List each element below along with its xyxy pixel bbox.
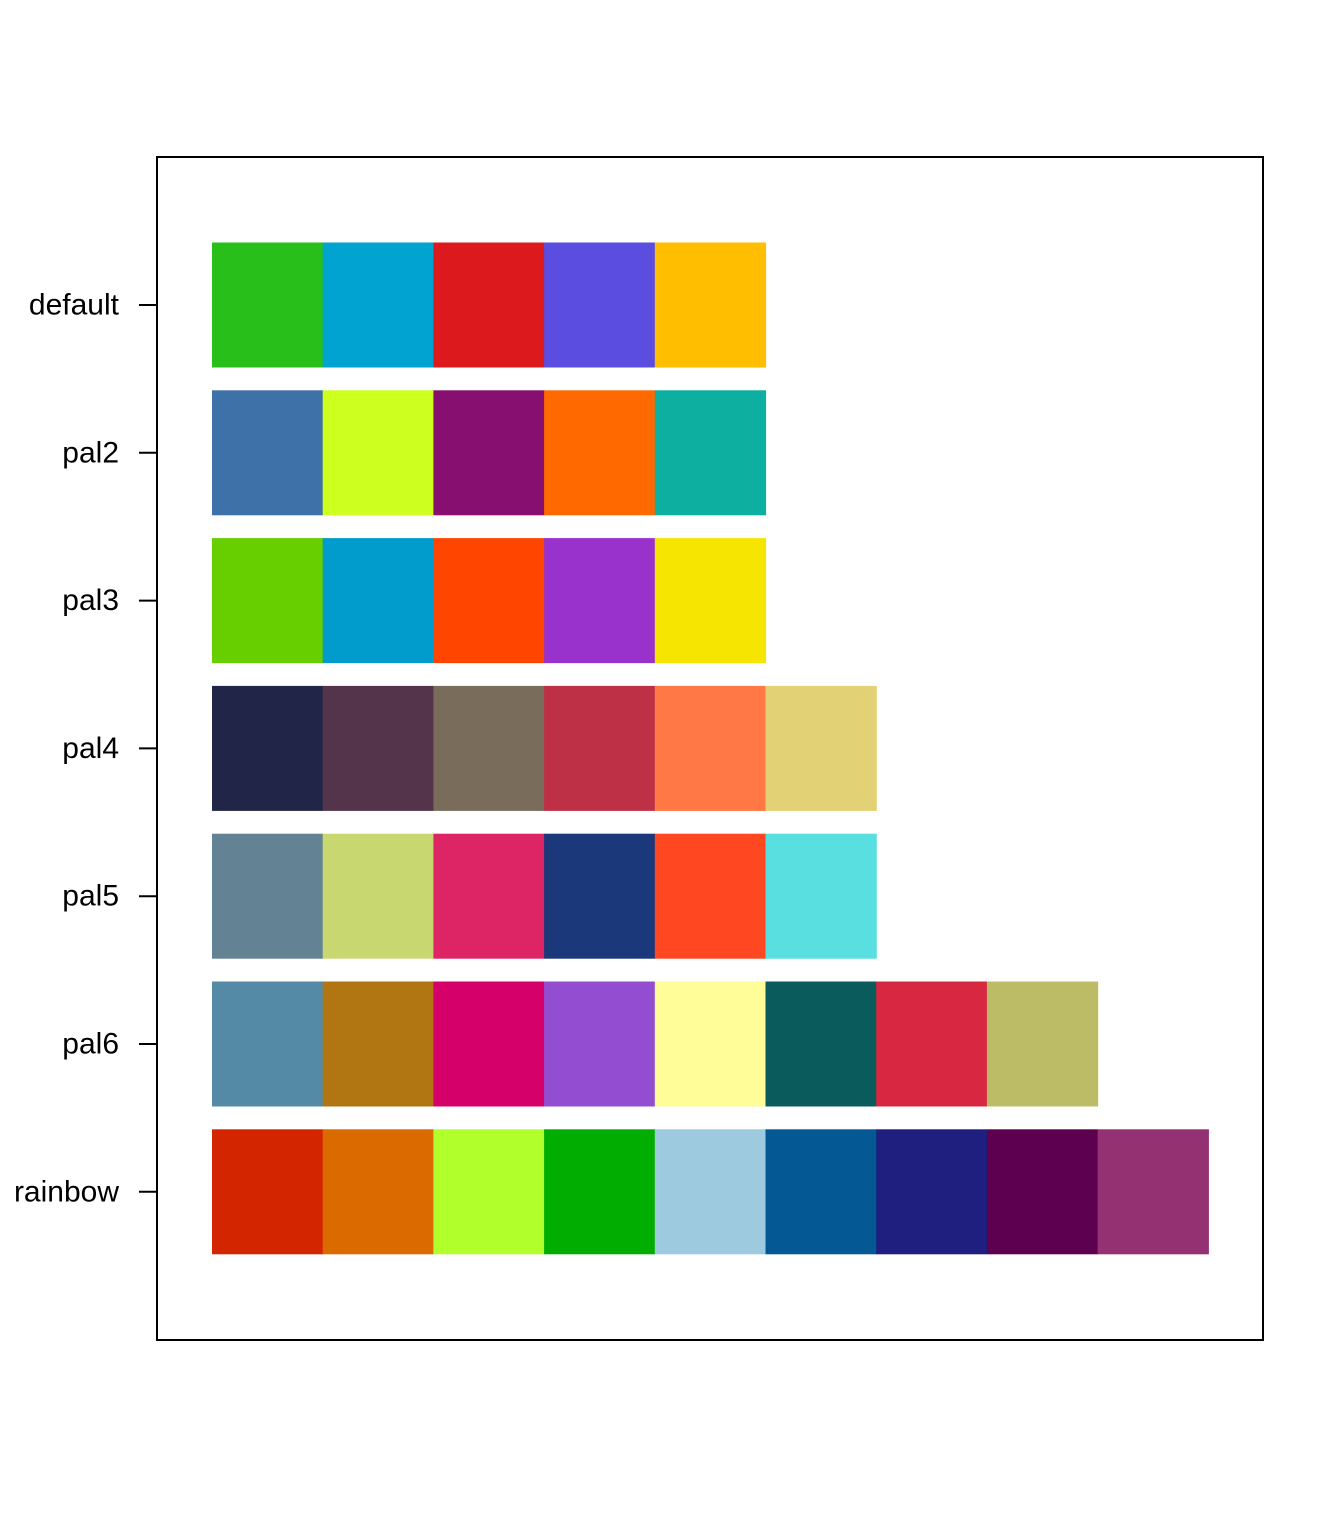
swatch-pal4-5 (654, 685, 767, 811)
swatch-pal2-1 (212, 390, 324, 516)
row-label-pal3: pal3 (62, 584, 119, 617)
swatch-pal5-6 (765, 833, 877, 959)
swatch-pal4-6 (765, 685, 877, 811)
palette-rows: default pal2 pal3 pal4 pal5 pal6 rainbow (14, 242, 1209, 1255)
swatch-pal4-2 (322, 685, 434, 811)
swatch-pal6-1 (212, 981, 324, 1107)
swatch-pal6-4 (544, 981, 656, 1107)
palette-row-default: default (29, 242, 767, 368)
swatch-pal3-3 (433, 538, 545, 664)
palette-row-pal2: pal2 (62, 390, 767, 516)
row-label-pal4: pal4 (62, 732, 119, 765)
swatch-pal4-3 (433, 685, 545, 811)
swatch-pal6-7 (876, 981, 988, 1107)
swatch-pal6-2 (322, 981, 434, 1107)
palette-row-rainbow: rainbow (14, 1129, 1209, 1255)
swatch-pal3-2 (322, 538, 434, 664)
swatch-rainbow-8 (986, 1129, 1099, 1255)
palette-row-pal3: pal3 (62, 538, 767, 664)
swatch-pal6-5 (654, 981, 767, 1107)
row-label-pal5: pal5 (62, 880, 119, 913)
swatch-pal5-3 (433, 833, 545, 959)
swatch-pal2-4 (544, 390, 656, 516)
swatch-rainbow-1 (212, 1129, 324, 1255)
swatch-pal3-4 (544, 538, 656, 664)
swatch-pal5-4 (544, 833, 656, 959)
swatch-pal5-5 (654, 833, 767, 959)
swatch-pal2-2 (322, 390, 434, 516)
swatch-pal5-1 (212, 833, 324, 959)
swatch-pal2-5 (654, 390, 767, 516)
row-label-pal6: pal6 (62, 1028, 119, 1061)
swatch-rainbow-9 (1097, 1129, 1209, 1255)
swatch-default-5 (654, 242, 767, 368)
swatch-pal5-2 (322, 833, 434, 959)
swatch-pal2-3 (433, 390, 545, 516)
swatch-rainbow-7 (876, 1129, 988, 1255)
palette-row-pal6: pal6 (62, 981, 1099, 1107)
row-label-pal2: pal2 (62, 436, 119, 469)
swatch-pal4-4 (544, 685, 656, 811)
swatch-rainbow-6 (765, 1129, 877, 1255)
swatch-default-1 (212, 242, 324, 368)
swatch-rainbow-4 (544, 1129, 656, 1255)
swatch-rainbow-5 (654, 1129, 767, 1255)
swatch-default-2 (322, 242, 434, 368)
swatch-default-3 (433, 242, 545, 368)
swatch-rainbow-2 (322, 1129, 434, 1255)
swatch-pal3-5 (654, 538, 767, 664)
palette-row-pal5: pal5 (62, 833, 877, 959)
row-label-rainbow: rainbow (14, 1175, 119, 1208)
swatch-pal6-3 (433, 981, 545, 1107)
swatch-pal6-8 (986, 981, 1099, 1107)
row-label-default: default (29, 289, 120, 322)
swatch-pal4-1 (212, 685, 324, 811)
swatch-pal6-6 (765, 981, 877, 1107)
swatch-pal3-1 (212, 538, 324, 664)
swatch-default-4 (544, 242, 656, 368)
swatch-rainbow-3 (433, 1129, 545, 1255)
palette-row-pal4: pal4 (62, 685, 877, 811)
